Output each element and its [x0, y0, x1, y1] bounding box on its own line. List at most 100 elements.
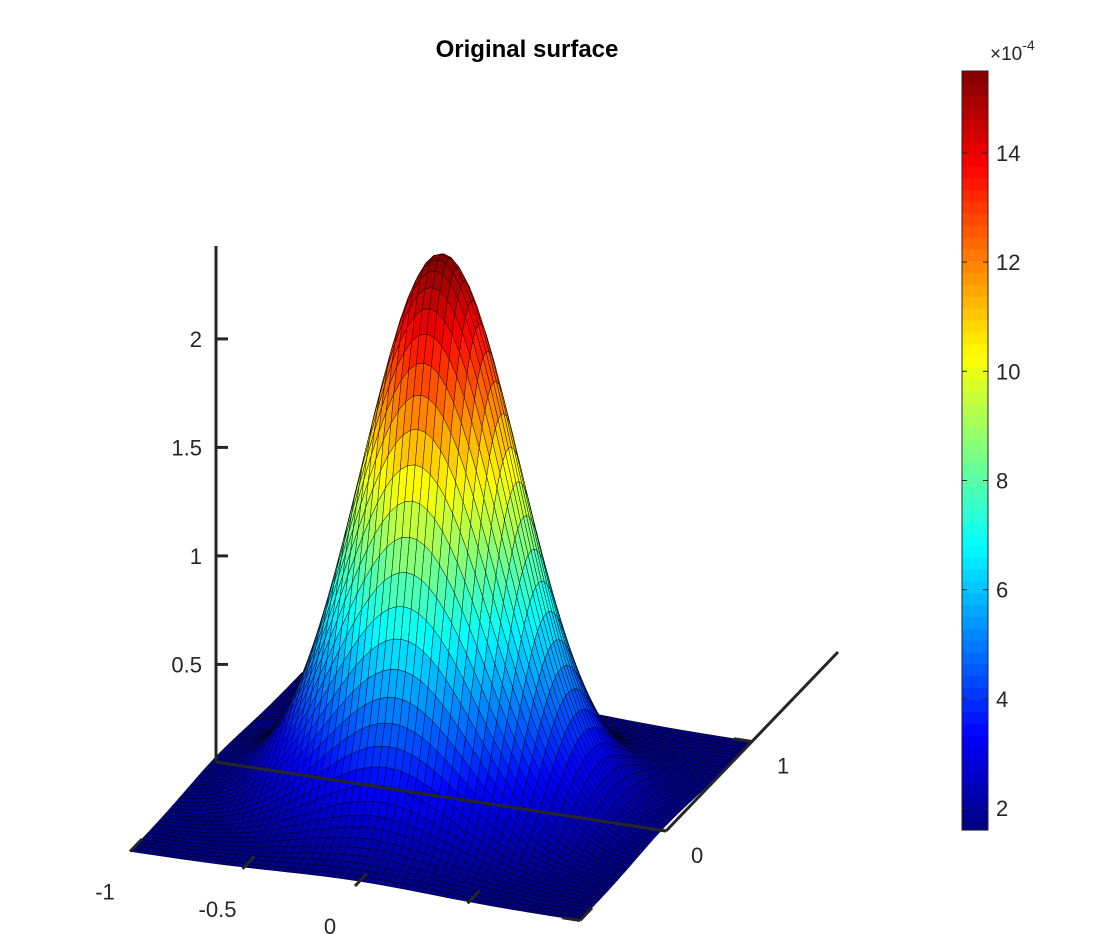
colorbar-band — [962, 557, 988, 570]
colorbar-band — [962, 248, 988, 262]
colorbar-band — [962, 438, 988, 452]
x-tick-label: 0 — [324, 914, 336, 934]
colorbar-band — [962, 687, 988, 701]
colorbar: 2 4 6 8 10 12 14 ×10-4 — [961, 37, 1035, 831]
colorbar-band — [962, 652, 988, 665]
colorbar-band — [962, 782, 988, 796]
colorbar-band — [962, 604, 988, 618]
colorbar-band — [962, 794, 988, 807]
colorbar-band — [962, 474, 988, 487]
colorbar-band — [962, 355, 988, 369]
x-tick-mark — [578, 906, 594, 922]
colorbar-band — [962, 818, 988, 831]
colorbar-band — [962, 592, 988, 606]
colorbar-band — [962, 118, 988, 131]
colorbar-band — [962, 545, 988, 558]
colorbar-band — [962, 320, 988, 333]
colorbar-band — [962, 533, 988, 546]
colorbar-band — [962, 106, 988, 120]
colorbar-tick-label: 8 — [996, 469, 1008, 494]
colorbar-band — [962, 699, 988, 713]
z-tick-label: 0.5 — [171, 652, 202, 677]
x-tick-mark — [128, 837, 144, 853]
x-tick-label: 0.5 — [427, 931, 458, 934]
colorbar-band — [962, 367, 988, 380]
colorbar-band — [962, 284, 988, 297]
colorbar-band — [962, 189, 988, 203]
colorbar-band — [962, 213, 988, 226]
y-tick-label: 1 — [777, 754, 789, 779]
colorbar-tick-label: 6 — [996, 578, 1008, 603]
colorbar-tick-label: 4 — [996, 687, 1008, 712]
colorbar-band — [962, 711, 988, 724]
x-tick-mark — [353, 872, 369, 888]
colorbar-band — [962, 616, 988, 629]
x-axis-line — [215, 760, 667, 833]
colorbar-band — [962, 177, 988, 191]
colorbar-band — [962, 272, 988, 286]
colorbar-band — [962, 260, 988, 274]
z-tick-label: 1 — [190, 544, 202, 569]
colorbar-band — [962, 628, 988, 641]
chart-title: Original surface — [436, 36, 619, 63]
colorbar-band — [962, 237, 988, 250]
colorbar-band — [962, 735, 988, 748]
z-tick-label: 2 — [190, 327, 202, 352]
colorbar-band — [962, 758, 988, 772]
colorbar-multiplier-base: 10 — [1001, 44, 1022, 65]
y-tick-mark — [647, 826, 667, 833]
colorbar-band — [962, 497, 988, 511]
z-axis-ticks: 0.5 1 1.5 2 — [171, 327, 228, 677]
colorbar-band — [962, 675, 988, 689]
colorbar-band — [962, 82, 988, 96]
colorbar-band — [962, 509, 988, 523]
x-axis-ticks: -1-0.500.51 — [95, 837, 594, 934]
colorbar-band — [962, 414, 988, 428]
colorbar-band — [962, 71, 988, 84]
colorbar-band — [962, 165, 988, 179]
colorbar-tick-label: 10 — [996, 359, 1020, 384]
colorbar-band — [962, 723, 988, 736]
colorbar-band — [962, 154, 988, 167]
x-tick-mark — [241, 855, 256, 870]
colorbar-band — [962, 640, 988, 653]
surface-plot — [129, 253, 753, 921]
colorbar-band — [962, 94, 988, 108]
y-axis-ticks: -1 0 1 — [561, 737, 789, 934]
colorbar-band — [962, 391, 988, 404]
colorbar-band — [962, 130, 988, 143]
x-tick-mark — [466, 889, 481, 905]
x-tick-label: -0.5 — [199, 897, 237, 922]
colorbar-multiplier: ×10-4 — [990, 37, 1035, 65]
colorbar-band — [962, 746, 988, 760]
colorbar-band — [962, 201, 988, 214]
y-tick-label: 0 — [691, 843, 703, 868]
colorbar-tick-label: 12 — [996, 250, 1020, 275]
y-tick-mark — [733, 737, 753, 743]
colorbar-frame — [961, 70, 989, 831]
x-tick-label: -1 — [95, 880, 115, 905]
colorbar-band — [962, 343, 988, 357]
colorbar-band — [962, 296, 988, 309]
colorbar-tick-label: 14 — [996, 141, 1020, 166]
colorbar-band — [962, 331, 988, 345]
colorbar-band — [962, 379, 988, 392]
colorbar-bands — [962, 71, 988, 831]
colorbar-band — [962, 806, 988, 819]
y-tick-label: -1 — [605, 933, 625, 934]
colorbar-band — [962, 426, 988, 440]
colorbar-band — [962, 142, 988, 155]
colorbar-band — [962, 308, 988, 321]
colorbar-band — [962, 569, 988, 582]
y-tick-mark — [561, 916, 581, 922]
colorbar-band — [962, 663, 988, 677]
colorbar-band — [962, 403, 988, 416]
colorbar-band — [962, 770, 988, 784]
colorbar-multiplier-exponent: -4 — [1022, 37, 1035, 53]
colorbar-band — [962, 450, 988, 463]
colorbar-ticks: 2 4 6 8 10 12 14 — [962, 141, 1020, 821]
axes: 0.5 1 1.5 2 -1 -0.5 0 0.5 1 -1 0 1 — [95, 246, 840, 934]
colorbar-band — [962, 462, 988, 475]
z-tick-label: 1.5 — [171, 435, 202, 460]
